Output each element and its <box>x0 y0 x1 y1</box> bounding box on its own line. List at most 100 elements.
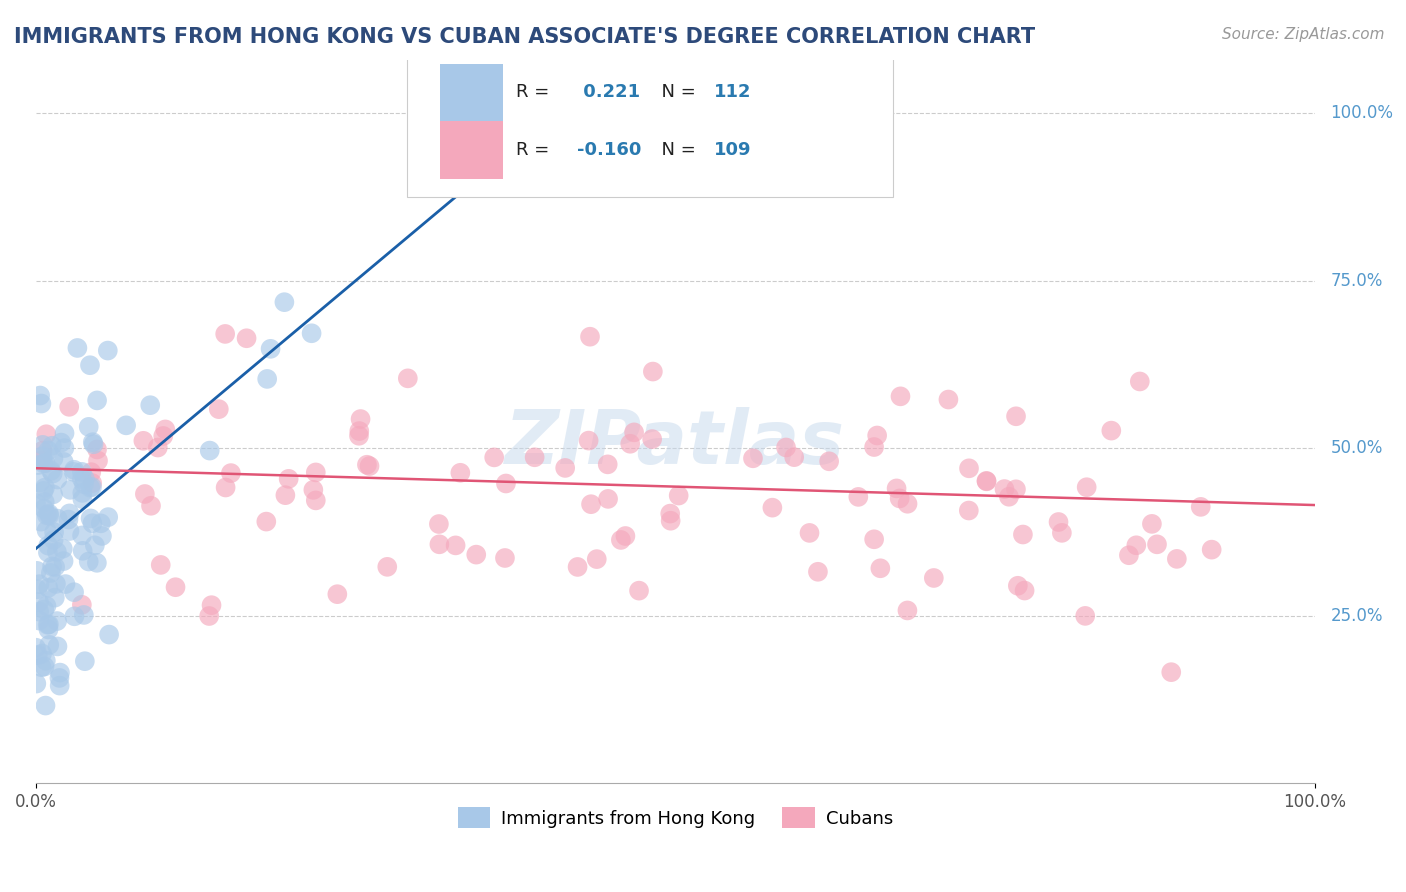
Immigrants from Hong Kong <box>34 659 56 673</box>
Cubans <box>87 454 110 468</box>
Immigrants from Hong Kong <box>25 676 48 690</box>
Cubans <box>86 442 108 457</box>
Cubans <box>482 450 505 465</box>
Cubans <box>58 400 80 414</box>
Text: N =: N = <box>650 141 702 159</box>
Immigrants from Hong Kong <box>35 524 58 538</box>
Cubans <box>628 583 651 598</box>
Immigrants from Hong Kong <box>28 595 51 609</box>
Cubans <box>349 412 371 426</box>
Cubans <box>359 458 381 473</box>
Immigrants from Hong Kong <box>91 529 114 543</box>
Immigrants from Hong Kong <box>86 556 108 570</box>
Cubans <box>1007 579 1029 593</box>
Cubans <box>1189 500 1212 514</box>
Cubans <box>152 429 174 443</box>
Cubans <box>1076 480 1098 494</box>
Immigrants from Hong Kong <box>77 420 100 434</box>
Cubans <box>214 481 236 495</box>
Immigrants from Hong Kong <box>49 665 72 680</box>
Immigrants from Hong Kong <box>63 609 86 624</box>
Cubans <box>134 487 156 501</box>
Immigrants from Hong Kong <box>58 524 80 538</box>
Immigrants from Hong Kong <box>41 439 63 453</box>
Immigrants from Hong Kong <box>97 343 120 358</box>
Immigrants from Hong Kong <box>58 507 80 521</box>
Immigrants from Hong Kong <box>34 481 56 495</box>
Cubans <box>208 402 231 417</box>
Cubans <box>957 503 980 517</box>
Immigrants from Hong Kong <box>45 545 67 559</box>
Text: R =: R = <box>516 141 554 159</box>
Immigrants from Hong Kong <box>38 638 60 652</box>
Cubans <box>623 425 645 440</box>
Cubans <box>200 598 222 612</box>
Immigrants from Hong Kong <box>25 564 48 578</box>
Cubans <box>641 365 664 379</box>
Cubans <box>578 434 600 448</box>
Immigrants from Hong Kong <box>37 545 59 559</box>
FancyBboxPatch shape <box>440 121 503 178</box>
Immigrants from Hong Kong <box>53 426 76 441</box>
Cubans <box>938 392 960 407</box>
Text: 0.221: 0.221 <box>576 83 640 101</box>
Cubans <box>846 490 869 504</box>
Immigrants from Hong Kong <box>27 648 49 662</box>
Immigrants from Hong Kong <box>139 398 162 412</box>
Cubans <box>444 538 467 552</box>
Cubans <box>783 450 806 465</box>
Text: -0.160: -0.160 <box>576 141 641 159</box>
Immigrants from Hong Kong <box>34 602 56 616</box>
Cubans <box>80 465 103 479</box>
Immigrants from Hong Kong <box>37 443 59 458</box>
Cubans <box>356 458 378 472</box>
Immigrants from Hong Kong <box>30 396 52 410</box>
Text: 75.0%: 75.0% <box>1330 272 1382 290</box>
Cubans <box>326 587 349 601</box>
Immigrants from Hong Kong <box>28 605 51 619</box>
Immigrants from Hong Kong <box>72 544 94 558</box>
Cubans <box>70 598 93 612</box>
Immigrants from Hong Kong <box>45 577 67 591</box>
Cubans <box>1201 542 1223 557</box>
Cubans <box>302 483 325 497</box>
Immigrants from Hong Kong <box>59 483 82 497</box>
Cubans <box>349 424 371 438</box>
Text: IMMIGRANTS FROM HONG KONG VS CUBAN ASSOCIATE'S DEGREE CORRELATION CHART: IMMIGRANTS FROM HONG KONG VS CUBAN ASSOC… <box>14 27 1035 46</box>
Cubans <box>1129 375 1152 389</box>
Immigrants from Hong Kong <box>42 487 65 501</box>
Cubans <box>863 533 886 547</box>
Cubans <box>254 515 277 529</box>
Immigrants from Hong Kong <box>39 566 62 580</box>
Cubans <box>375 559 398 574</box>
Cubans <box>1050 525 1073 540</box>
Immigrants from Hong Kong <box>34 495 56 509</box>
Cubans <box>889 389 911 403</box>
Immigrants from Hong Kong <box>98 627 121 641</box>
Immigrants from Hong Kong <box>39 464 62 478</box>
Cubans <box>1166 552 1188 566</box>
Cubans <box>993 482 1015 496</box>
Cubans <box>198 609 221 624</box>
Cubans <box>1146 537 1168 551</box>
Immigrants from Hong Kong <box>34 456 56 470</box>
Immigrants from Hong Kong <box>256 372 278 386</box>
Text: N =: N = <box>650 83 702 101</box>
Legend: Immigrants from Hong Kong, Cubans: Immigrants from Hong Kong, Cubans <box>451 800 900 836</box>
Immigrants from Hong Kong <box>32 457 55 471</box>
Immigrants from Hong Kong <box>35 599 58 613</box>
Cubans <box>30 453 52 467</box>
Cubans <box>610 533 633 547</box>
Cubans <box>523 450 546 465</box>
Cubans <box>579 497 602 511</box>
Cubans <box>427 516 450 531</box>
Immigrants from Hong Kong <box>38 508 60 523</box>
Cubans <box>761 500 783 515</box>
Immigrants from Hong Kong <box>80 480 103 494</box>
Cubans <box>214 326 236 341</box>
Cubans <box>596 491 619 506</box>
Cubans <box>619 436 641 450</box>
Text: Source: ZipAtlas.com: Source: ZipAtlas.com <box>1222 27 1385 42</box>
Cubans <box>585 552 607 566</box>
Text: ZIPatlas: ZIPatlas <box>505 407 845 480</box>
